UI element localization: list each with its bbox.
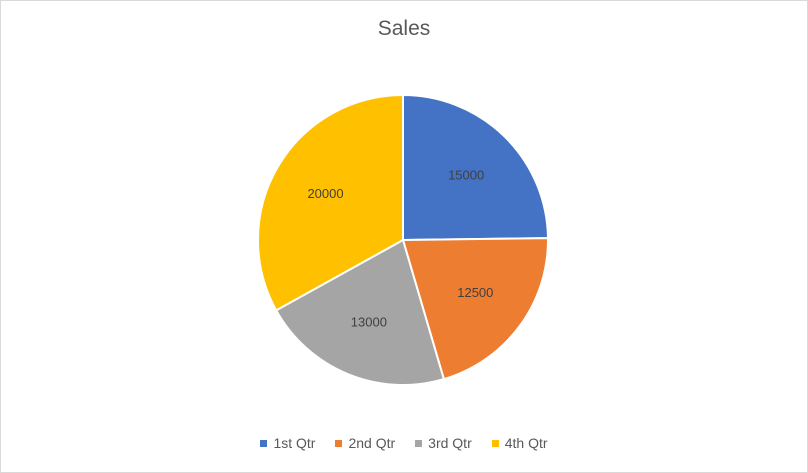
data-label-3rd-qtr: 13000: [351, 315, 387, 330]
pie-slice-1st-qtr: [402, 93, 550, 242]
legend-label-2nd-qtr: 2nd Qtr: [348, 435, 396, 451]
chart-title: Sales: [377, 17, 431, 40]
data-label-1st-qtr: 15000: [448, 167, 484, 182]
data-label-2nd-qtr: 12500: [457, 285, 493, 300]
legend: 1st Qtr 2nd Qtr 3rd Qtr 4th Qtr: [1, 435, 807, 451]
legend-swatch-3rd-qtr: [415, 439, 423, 447]
pie-slice-2nd-qtr: [401, 237, 549, 381]
legend-label-4th-qtr: 4th Qtr: [504, 435, 548, 451]
pie-slice-4th-qtr: [257, 93, 404, 312]
legend-swatch-1st-qtr: [260, 439, 268, 447]
pie-slice-3rd-qtr: [274, 238, 446, 386]
legend-item-1st-qtr: 1st Qtr: [260, 435, 315, 451]
legend-swatch-2nd-qtr: [335, 439, 343, 447]
legend-item-4th-qtr: 4th Qtr: [491, 435, 548, 451]
legend-item-3rd-qtr: 3rd Qtr: [415, 435, 472, 451]
legend-label-1st-qtr: 1st Qtr: [273, 435, 316, 451]
data-label-4th-qtr: 20000: [307, 186, 343, 201]
legend-swatch-4th-qtr: [491, 439, 499, 447]
legend-item-2nd-qtr: 2nd Qtr: [335, 435, 395, 451]
legend-label-3rd-qtr: 3rd Qtr: [428, 435, 472, 451]
